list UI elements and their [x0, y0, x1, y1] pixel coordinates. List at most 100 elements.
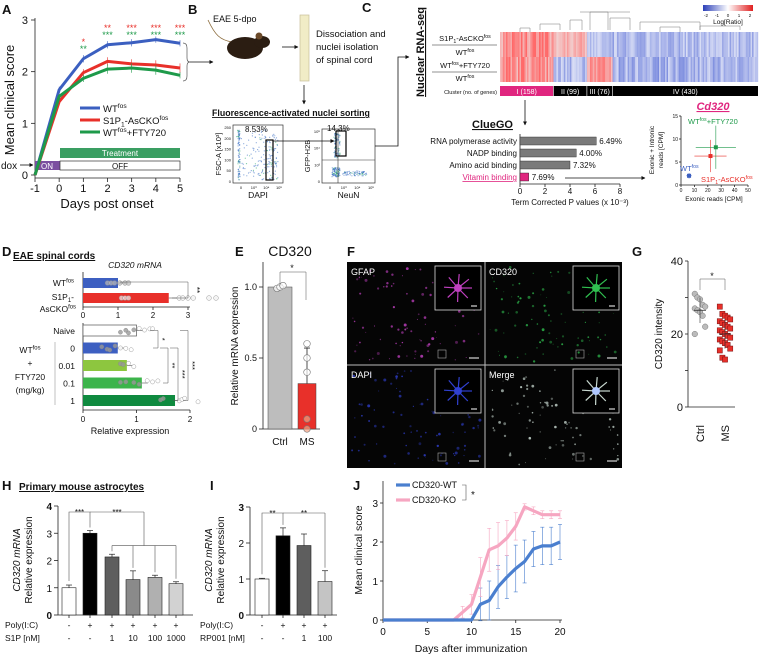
cell-signal [414, 357, 416, 359]
cell-signal [373, 275, 375, 277]
cell-signal [406, 355, 408, 357]
cell-signal [570, 357, 574, 360]
flow-event [275, 148, 277, 150]
x-tick-label: 3 [129, 183, 135, 195]
heatmap-cell [600, 32, 602, 57]
data-point [136, 326, 142, 331]
cell-signal [536, 323, 539, 325]
cell-signal [561, 335, 565, 338]
flow-event [268, 166, 270, 168]
cell-signal [616, 434, 619, 436]
heatmap-cell [755, 32, 757, 57]
cell-signal [478, 454, 481, 458]
heatmap-cell [641, 32, 643, 57]
flow-event [236, 136, 238, 138]
panel-label-C: C [362, 0, 372, 15]
cell-signal [555, 444, 557, 446]
flow-event [339, 144, 341, 146]
bar [267, 286, 293, 430]
y-tick-label: 3 [46, 529, 52, 540]
label-segment: WT [456, 48, 468, 57]
cluster-label: IV (430) [673, 89, 698, 96]
significance-stars: ** [192, 287, 201, 293]
flow-event [238, 141, 240, 143]
heatmap-cell [647, 57, 649, 82]
heatmap-cell [519, 32, 522, 57]
cell-signal [386, 282, 389, 285]
heatmap-cell [672, 57, 675, 82]
cell-signal [531, 304, 535, 308]
cell-signal [526, 427, 528, 429]
flow-event [258, 146, 260, 148]
significance-bracket [68, 511, 91, 582]
cell-signal [414, 354, 416, 355]
y-tick-label: 0 [46, 611, 52, 622]
flow-event [262, 172, 265, 174]
significance-stars: ** [269, 509, 275, 518]
cell-signal [354, 350, 357, 353]
cluego-title: ClueGO [472, 119, 513, 131]
heatmap-cell [749, 57, 751, 82]
label-segment: 1 [715, 180, 718, 186]
cell-signal [518, 463, 521, 466]
significance-bracket [160, 347, 169, 384]
heatmap-cell [563, 57, 566, 82]
flow-event [275, 157, 277, 159]
condition-value: - [261, 633, 264, 643]
heatmap-cell [665, 32, 667, 57]
series-line-0 [33, 38, 181, 176]
heatmap-cell [756, 57, 759, 82]
y-tick-label: 2 [372, 538, 378, 549]
bar [83, 377, 142, 389]
heatmap-cell [528, 57, 531, 82]
label-segment: fos [692, 164, 699, 170]
significance-bracket [170, 347, 179, 401]
cell-signal [390, 382, 393, 385]
flow-event [365, 174, 367, 176]
section-title: Nuclear RNA-seq [415, 7, 427, 97]
flow-event [238, 131, 240, 133]
x-axis-title: DAPI [248, 190, 268, 200]
cell-signal [431, 337, 435, 341]
cell-signal [518, 412, 520, 415]
cell-signal [528, 419, 531, 422]
y-tick-label: 0 [238, 611, 244, 622]
heatmap-cell [735, 57, 738, 82]
heatmap-cell [743, 57, 745, 82]
y-tick-label: 2 [238, 539, 244, 550]
heatmap-cell [635, 57, 637, 82]
zoom-box [437, 452, 447, 462]
x-tick-label: 10⁴ [263, 185, 269, 190]
condition-value: - [261, 620, 264, 630]
heatmap-cell [509, 32, 511, 57]
flow-event [357, 170, 359, 172]
x-tick-label: 0 [81, 415, 86, 424]
flow-event [333, 136, 335, 138]
heatmap-cell [553, 57, 555, 82]
x-tick-label: 10⁵ [276, 185, 282, 190]
heatmap-cell [663, 57, 666, 82]
label-segment: fos [484, 34, 491, 40]
heatmap-cell [556, 32, 558, 57]
channel-label: Merge [489, 370, 515, 380]
x-tick-label: 1 [80, 183, 86, 195]
flow-event [361, 175, 363, 177]
heatmap-cell [512, 32, 514, 57]
heatmap-cell [716, 32, 718, 57]
category-label[interactable]: Vitamin binding [462, 173, 517, 182]
cell-signal [454, 359, 456, 361]
significance-stars: *** [112, 508, 121, 517]
heatmap-cell [571, 57, 573, 82]
y-axis-title: GFP-H2B [303, 140, 312, 173]
cell-signal [419, 268, 422, 271]
heatmap-cell [699, 32, 702, 57]
flow-event [237, 129, 239, 131]
label-segment: -AsCKO [456, 34, 484, 43]
data-point [150, 326, 155, 332]
heatmap-cell [668, 57, 670, 82]
heatmap-cell [524, 32, 526, 57]
cell-body [592, 387, 600, 395]
cell-signal [582, 455, 584, 457]
cell-signal [385, 270, 389, 273]
group-label: + [28, 358, 33, 368]
